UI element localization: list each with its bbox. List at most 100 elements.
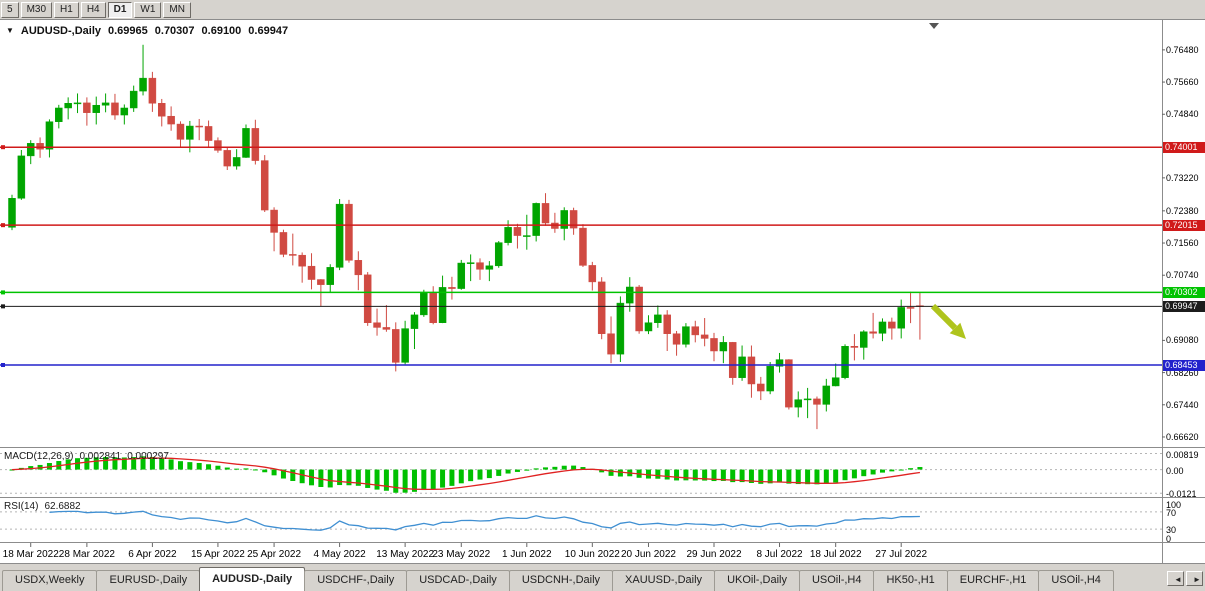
candle-body (766, 366, 774, 392)
candle-body (129, 90, 138, 109)
tab-xauusd-daily[interactable]: XAUUSD-,Daily (612, 570, 716, 591)
tab-usdcad-daily[interactable]: USDCAD-,Daily (406, 570, 510, 591)
macd-histogram-bar (327, 469, 333, 488)
candle-body (682, 326, 690, 345)
candle-body (345, 203, 353, 261)
candle-body (392, 329, 400, 363)
candle-body (691, 326, 700, 336)
timeframe-button-mn[interactable]: MN (163, 1, 191, 18)
candle-body (803, 398, 812, 401)
trend-arrow-head-icon[interactable] (949, 322, 966, 339)
tab-audusd-daily[interactable]: AUDUSD-,Daily (199, 567, 306, 591)
tab-ukoil-daily[interactable]: UKOil-,Daily (714, 570, 800, 591)
macd-histogram-bar (430, 469, 436, 490)
trend-arrow-shaft[interactable] (930, 303, 958, 331)
macd-histogram-bar (159, 458, 165, 470)
candle-body (841, 346, 849, 378)
candle-body (335, 203, 344, 268)
candle-body (607, 333, 615, 355)
candle-body (757, 383, 765, 392)
candle-body (654, 314, 662, 323)
candle-body (775, 359, 784, 367)
candle-body (485, 265, 494, 270)
candle-body (204, 126, 213, 141)
macd-histogram-bar (674, 469, 680, 481)
timeframe-button-m30[interactable]: M30 (20, 1, 53, 18)
candle-body (888, 321, 896, 329)
line-left-handle[interactable] (1, 145, 5, 150)
macd-histogram-bar (879, 469, 885, 473)
candle-body (644, 322, 653, 332)
timeframe-button-h4[interactable]: H4 (80, 1, 106, 18)
timeframe-button-d1[interactable]: D1 (107, 1, 133, 18)
rsi-panel (0, 510, 1162, 531)
candle-body (401, 328, 409, 363)
macd-histogram-bar (571, 465, 577, 470)
chart-shift-marker-icon[interactable] (929, 23, 939, 29)
macd-histogram-bar (234, 468, 240, 470)
tab-usdchf-daily[interactable]: USDCHF-,Daily (304, 570, 408, 591)
tab-eurusd-daily[interactable]: EURUSD-,Daily (96, 570, 201, 591)
candle-body (186, 125, 194, 140)
macd-histogram-bar (786, 469, 792, 484)
candle-body (635, 286, 643, 332)
tab-scroll-left-icon[interactable]: ◄ (1167, 571, 1184, 586)
macd-histogram-bar (758, 469, 764, 484)
macd-histogram-bar (889, 469, 895, 472)
candle-body (373, 322, 381, 328)
tab-usdcnh-daily[interactable]: USDCNH-,Daily (508, 570, 614, 591)
candle-body (363, 274, 372, 323)
candle-body (101, 102, 110, 106)
tab-usoil-h4[interactable]: USOil-,H4 (1038, 570, 1114, 591)
tab-usoil-h4[interactable]: USOil-,H4 (798, 570, 875, 591)
macd-histogram-bar (898, 469, 904, 471)
tab-usdx-weekly[interactable]: USDX,Weekly (2, 570, 98, 591)
candle-body (438, 287, 447, 323)
macd-histogram-bar (608, 469, 614, 476)
macd-histogram-bar (440, 469, 446, 488)
candle-body (569, 210, 578, 229)
line-left-handle[interactable] (1, 223, 5, 228)
candle-body (279, 232, 288, 255)
candle-body (747, 356, 756, 385)
candle-body (420, 293, 428, 316)
macd-histogram-bar (748, 469, 754, 483)
macd-histogram-bar (318, 469, 324, 488)
timeframe-button-h1[interactable]: H1 (54, 1, 79, 18)
line-left-handle[interactable] (1, 304, 5, 309)
candle-body (298, 254, 306, 267)
candle-body (616, 302, 625, 355)
macd-histogram-bar (861, 469, 867, 477)
macd-histogram-bar (121, 457, 127, 470)
macd-histogram-bar (702, 469, 708, 481)
tab-scroll-right-icon[interactable]: ► (1186, 571, 1203, 586)
macd-histogram-bar (917, 467, 923, 470)
macd-histogram-bar (271, 469, 277, 476)
macd-histogram-bar (196, 462, 202, 470)
tab-eurchf-h1[interactable]: EURCHF-,H1 (946, 570, 1040, 591)
timeframe-button-5[interactable]: 5 (1, 1, 19, 18)
macd-histogram-bar (496, 469, 502, 476)
candle-body (878, 321, 887, 334)
macd-histogram-bar (131, 457, 137, 470)
line-left-handle[interactable] (1, 290, 5, 295)
macd-histogram-bar (177, 461, 183, 470)
candle-body (26, 143, 35, 157)
macd-histogram-bar (206, 464, 212, 470)
tab-hk50-h1[interactable]: HK50-,H1 (873, 570, 948, 591)
candle-body (523, 235, 531, 237)
candle-body (167, 115, 175, 125)
candle-body (64, 103, 72, 109)
candle-body (148, 77, 157, 104)
timeframe-button-w1[interactable]: W1 (134, 1, 162, 18)
macd-histogram-bar (486, 469, 492, 479)
candle-body (92, 104, 100, 113)
candle-body (494, 242, 503, 267)
line-left-handle[interactable] (1, 363, 5, 368)
macd-histogram-bar (543, 467, 549, 470)
candle-body (45, 121, 54, 150)
candle-body (597, 281, 606, 334)
macd-histogram-bar (833, 469, 839, 483)
